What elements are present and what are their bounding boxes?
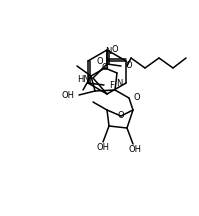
Text: OH: OH <box>97 143 109 152</box>
Text: O: O <box>102 62 108 71</box>
Text: O: O <box>134 94 141 103</box>
Text: O: O <box>112 46 119 54</box>
Text: HN: HN <box>77 76 90 84</box>
Text: N: N <box>105 46 111 56</box>
Text: O: O <box>97 57 103 65</box>
Text: O: O <box>125 62 132 70</box>
Text: OH: OH <box>129 146 141 154</box>
Text: N: N <box>116 79 122 89</box>
Text: F: F <box>109 81 114 89</box>
Text: OH: OH <box>61 91 74 100</box>
Text: O: O <box>118 111 124 121</box>
